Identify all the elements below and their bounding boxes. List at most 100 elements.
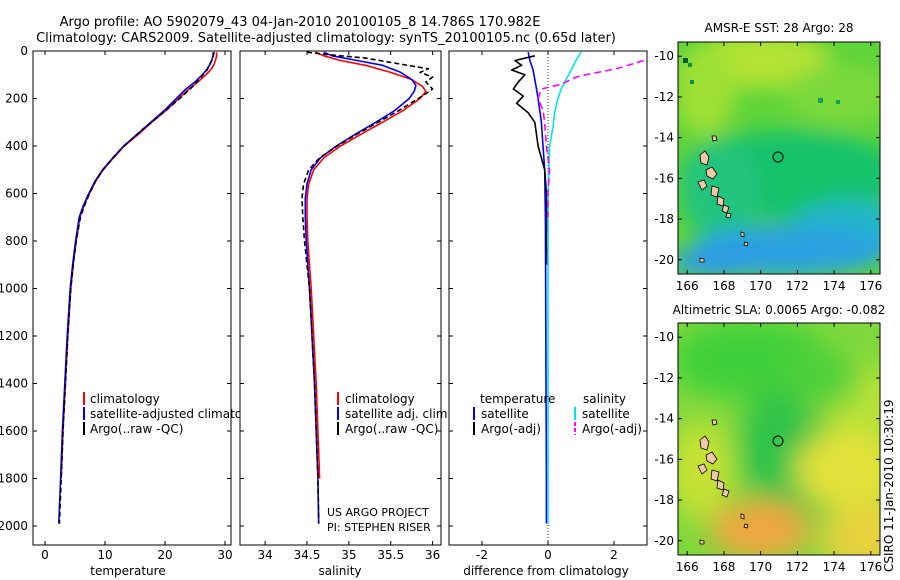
x-tick-label: 34 <box>257 548 272 562</box>
project-credit-line1: US ARGO PROJECT <box>327 506 429 519</box>
csiro-timestamp: CSIRO 11-Jan-2010 10:30:19 <box>882 400 896 572</box>
island-outlines <box>697 135 749 263</box>
sla-field <box>678 323 880 555</box>
figure-title-line2: Climatology: CARS2009. Satellite-adjuste… <box>36 31 616 46</box>
sla-map-title: Altimetric SLA: 0.0065 Argo: -0.082 <box>673 303 886 317</box>
depth-axis: 0 200 400 600 800 1000 1200 1400 1600 1800 2000 <box>0 44 231 533</box>
legend-label: climatology <box>345 392 415 406</box>
legend-header-salinity: salinity <box>583 392 626 406</box>
lon-tick-label: 172 <box>786 279 809 293</box>
profile-location-marker <box>772 151 784 163</box>
y-tick-label: 600 <box>5 187 28 201</box>
difference-y-ticks <box>449 50 647 527</box>
salinity-legend: climatology satellite adj. clim. Argo(..… <box>337 392 451 436</box>
series-line-argo-raw-qc <box>58 52 215 524</box>
salinity-x-axis: 34 34.5 35 35.5 36 <box>257 51 440 562</box>
lat-tick-label: -10 <box>654 330 674 344</box>
temperature-axes <box>32 50 232 546</box>
lon-tick-label: 166 <box>676 279 699 293</box>
salinity-panel: 34 34.5 35 35.5 36 salinity climatology sate… <box>239 50 451 578</box>
temperature-x-axis: 0 10 20 30 <box>41 51 233 562</box>
lon-tick-label: 170 <box>749 560 772 574</box>
sla-lon-axis: 166 168 170 172 174 176 <box>676 323 882 574</box>
legend-label: Argo(..raw -QC) <box>345 422 438 436</box>
sla-map-frame <box>677 322 881 556</box>
x-tick-label: 35.5 <box>377 548 404 562</box>
lon-tick-label: 174 <box>823 560 846 574</box>
y-tick-label: 0 <box>20 44 28 58</box>
difference-x-axis: -2 0 2 <box>476 51 618 562</box>
y-tick-label: 400 <box>5 139 28 153</box>
legend-label: satellite <box>481 407 529 421</box>
lat-tick-label: -18 <box>654 493 674 507</box>
lon-tick-label: 168 <box>712 560 735 574</box>
lat-tick-label: -14 <box>654 412 674 426</box>
lat-tick-label: -14 <box>654 131 674 145</box>
x-tick-label: 36 <box>425 548 440 562</box>
y-tick-label: 1800 <box>0 472 28 486</box>
difference-legend: temperature salinity satellite satellite… <box>473 392 642 436</box>
legend-label: climatology <box>90 392 160 406</box>
sst-map-frame <box>677 41 881 275</box>
legend-label: Argo(-adj) <box>481 422 541 436</box>
sst-lat-axis: -10 -12 -14 -16 -18 -20 <box>654 49 880 267</box>
legend-label: Argo(..raw -QC) <box>90 422 183 436</box>
y-tick-label: 200 <box>5 92 28 106</box>
difference-series <box>510 51 644 524</box>
lat-tick-label: -10 <box>654 49 674 63</box>
island-outlines <box>697 419 749 545</box>
series-line-temperature-satellite <box>527 52 548 524</box>
sla-lat-axis: -10 -12 -14 -16 -18 -20 <box>654 330 880 548</box>
y-tick-label: 1400 <box>0 377 28 391</box>
legend-label: satellite adj. clim. <box>345 407 451 421</box>
lon-tick-label: 172 <box>786 560 809 574</box>
series-line-argo-raw-qc <box>301 51 434 524</box>
series-line-temperature-argo-adj <box>510 55 549 265</box>
x-tick-label: 34.5 <box>294 548 321 562</box>
series-line-climatology <box>306 51 427 479</box>
lon-tick-label: 170 <box>749 279 772 293</box>
sla-map-panel: Altimetric SLA: 0.0065 Argo: -0.082 <box>654 303 886 574</box>
legend-label: satellite-adjusted climatology <box>90 407 268 421</box>
project-credit-line2: PI: STEPHEN RISER <box>327 521 431 534</box>
lon-tick-label: 176 <box>859 560 882 574</box>
sst-lon-axis: 166 168 170 172 174 176 <box>676 42 882 293</box>
x-tick-label: -2 <box>476 548 488 562</box>
y-tick-label: 2000 <box>0 519 28 533</box>
x-tick-label: 35 <box>341 548 356 562</box>
temperature-series <box>58 52 218 524</box>
lat-tick-label: -20 <box>654 534 674 548</box>
lat-tick-label: -12 <box>654 371 674 385</box>
temperature-panel: 0 200 400 600 800 1000 1200 1400 1600 1800 2000 0 1… <box>0 44 268 578</box>
lat-tick-label: -16 <box>654 171 674 185</box>
legend-header-temperature: temperature <box>480 392 555 406</box>
lon-tick-label: 174 <box>823 279 846 293</box>
salinity-xlabel: salinity <box>318 564 361 578</box>
y-tick-label: 1600 <box>0 424 28 438</box>
temperature-legend: climatology satellite-adjusted climatolo… <box>83 392 268 436</box>
lat-tick-label: -12 <box>654 90 674 104</box>
lat-tick-label: -18 <box>654 212 674 226</box>
lon-tick-label: 168 <box>712 279 735 293</box>
legend-label: Argo(-adj) <box>582 422 642 436</box>
sst-map-panel: AMSR-E SST: 28 Argo: 28 <box>654 21 882 293</box>
difference-xlabel: difference from climatology <box>463 564 629 578</box>
lon-tick-label: 166 <box>676 560 699 574</box>
y-tick-label: 800 <box>5 234 28 248</box>
y-tick-label: 1200 <box>0 329 28 343</box>
profile-location-marker <box>772 435 784 447</box>
x-tick-label: 20 <box>157 548 172 562</box>
y-tick-label: 1000 <box>0 282 28 296</box>
lat-tick-label: -16 <box>654 452 674 466</box>
temperature-xlabel: temperature <box>90 564 165 578</box>
salinity-y-ticks <box>240 50 441 527</box>
figure-title-line1: Argo profile: AO 5902079_43 04-Jan-2010 … <box>60 15 541 30</box>
x-tick-label: 0 <box>544 548 552 562</box>
sst-map-title: AMSR-E SST: 28 Argo: 28 <box>705 21 854 35</box>
series-line-salinity-argo-adj <box>537 59 644 218</box>
difference-panel: -2 0 2 difference from climatology tempera… <box>448 50 648 578</box>
x-tick-label: 10 <box>97 548 112 562</box>
salinity-axes <box>239 50 442 546</box>
salinity-series <box>301 51 434 524</box>
